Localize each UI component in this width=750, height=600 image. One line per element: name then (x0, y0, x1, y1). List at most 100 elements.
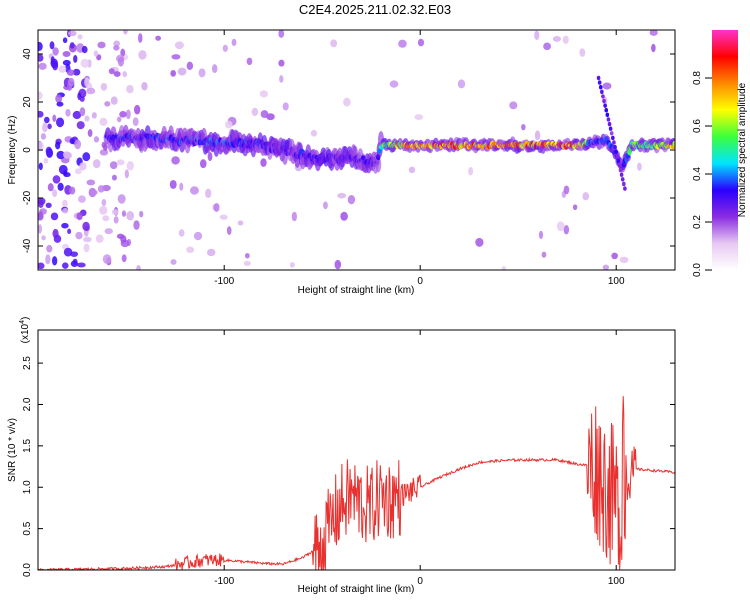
spectrogram-speckle (111, 174, 117, 181)
spectrogram-speckle (38, 141, 44, 152)
spectrogram-speckle (310, 129, 318, 137)
spectrogram-y-tick-label: 20 (22, 96, 33, 108)
spectrogram-speckle (79, 162, 87, 171)
spectrogram-speckle (543, 42, 551, 51)
spectrogram-speckle (67, 77, 75, 87)
snr-y-tick-label: 0.5 (22, 521, 33, 535)
spectrogram-speckle (76, 262, 86, 268)
spectrogram-speckle (38, 62, 47, 70)
chirp-mark (611, 135, 615, 141)
spectrogram-speckle (38, 41, 43, 52)
snr-y-label: SNR (10 * v/v) (7, 418, 18, 482)
spectrogram-x-label: Height of straight line (km) (298, 285, 415, 296)
spectrogram-speckle (398, 39, 407, 48)
spectrogram-speckle (62, 151, 71, 159)
spectrogram-speckle (38, 91, 43, 100)
spectrogram-speckle (649, 30, 658, 36)
spectrogram-speckle (109, 161, 118, 170)
spectrogram-noise (38, 30, 675, 270)
chirp-mark (602, 98, 606, 104)
spectrogram-speckle (77, 34, 83, 40)
chirp-mark (600, 89, 604, 95)
spectrogram-speckle (61, 222, 69, 229)
spectrogram-speckle (534, 130, 541, 141)
spectrogram-speckle (86, 179, 96, 186)
spectrogram-speckle (120, 235, 127, 244)
spectrogram-speckle (206, 248, 216, 257)
colorbar-tick-label: 0.6 (692, 119, 703, 133)
spectrogram-speckle (337, 192, 347, 199)
spectrogram-speckle (38, 54, 44, 62)
spectrogram-speckle (62, 37, 68, 44)
chirp-mark (622, 181, 626, 187)
snr-y-tick-label: 1.0 (22, 480, 33, 494)
spectrogram-speckle (86, 87, 96, 95)
snr-y-tick-label: 0.0 (22, 563, 33, 577)
chirp-mark (617, 163, 622, 168)
ridge-core (377, 148, 382, 154)
spectrogram-speckle (97, 185, 105, 193)
spectrogram-speckle (62, 59, 71, 66)
spectrogram-speckle (38, 224, 43, 234)
spectrogram-speckle (67, 30, 77, 37)
snr-x-tick-label: 0 (417, 576, 423, 587)
spectrogram-speckle (119, 110, 127, 118)
spectrogram-speckle (52, 228, 59, 238)
spectrogram-speckle (124, 169, 129, 179)
spectrogram-speckle (132, 117, 139, 127)
spectrogram-speckle (155, 35, 162, 41)
snr-x-tick-label: -100 (214, 576, 234, 587)
spectrogram-y-tick-label: 0 (22, 147, 33, 153)
spectrogram-speckle (133, 220, 140, 230)
spectrogram-speckle (45, 202, 52, 208)
spectrogram-speckle (38, 262, 45, 270)
spectrogram-speckle (136, 265, 141, 270)
spectrogram-y-label: Frequency (Hz) (7, 116, 18, 185)
spectrogram-speckle (61, 262, 69, 269)
spectrogram-speckle (178, 229, 185, 237)
spectrogram-speckle (468, 167, 474, 176)
spectrogram-speckle (509, 101, 518, 110)
spectrogram-speckle (171, 54, 181, 60)
spectrogram-speckle (52, 47, 59, 56)
spectrogram-speckle (89, 189, 98, 196)
spectrogram-speckle (101, 199, 107, 206)
spectrogram-speckle (113, 45, 120, 51)
spectrogram-speckle (110, 96, 118, 105)
snr-y-tick-label: 1.5 (22, 438, 33, 452)
spectrogram-speckle (126, 210, 135, 221)
spectrogram-x-tick-label: -100 (214, 276, 234, 287)
spectrogram-speckle (541, 251, 547, 258)
spectrogram-speckle (52, 175, 61, 184)
spectrogram-speckle (139, 210, 144, 218)
spectrogram-speckle (113, 216, 119, 224)
spectrogram-speckle (534, 30, 540, 40)
spectrogram-speckle (170, 259, 177, 265)
spectrogram-speckle (224, 120, 233, 129)
chirp-mark (604, 108, 609, 113)
spectrogram-speckle (91, 112, 97, 119)
spectrogram-speckle (211, 64, 218, 73)
snr-y-scale-label: (x104) (19, 317, 31, 344)
spectrogram-speckle (95, 234, 104, 243)
spectrogram-speckle (76, 121, 85, 130)
snr-background (38, 330, 675, 570)
chirp-mark (612, 140, 616, 145)
spectrogram-speckle (389, 80, 399, 88)
spectrogram-speckle (126, 161, 135, 171)
chirp-mark (606, 117, 611, 122)
spectrogram-speckle (99, 117, 108, 126)
spectrogram-speckle (108, 68, 115, 75)
spectrogram-speckle (120, 48, 126, 57)
spectrogram-speckle (291, 211, 297, 222)
spectrogram-speckle (205, 188, 212, 199)
chirp-mark (620, 177, 625, 182)
spectrogram-speckle (417, 38, 425, 47)
spectrogram-speckle (55, 94, 63, 103)
spectrogram-speckle (289, 262, 295, 268)
spectrogram-speckle (49, 41, 55, 50)
spectrogram-speckle (69, 42, 75, 49)
snr-line (38, 396, 675, 570)
spectrogram-panel: -100 0 100 -40 -20 0 20 40 Height of straight l… (7, 29, 676, 296)
